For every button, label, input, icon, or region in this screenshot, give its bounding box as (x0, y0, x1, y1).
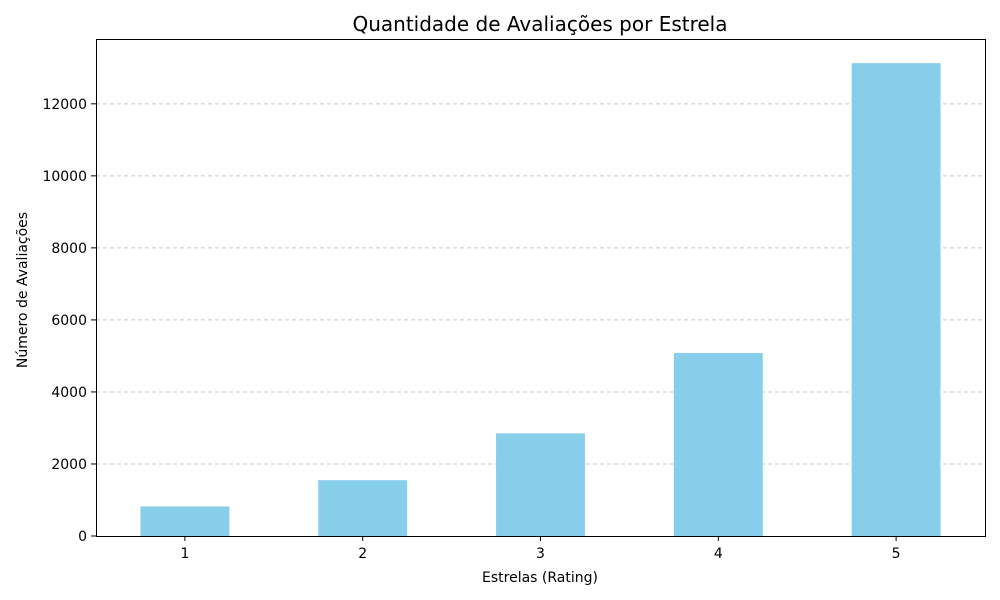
y-axis-ticks: 0 2000 4000 6000 8000 10000 12000 (42, 97, 96, 545)
y-tick-label: 4000 (51, 385, 87, 401)
bar-4 (673, 353, 763, 536)
x-axis-label: Estrelas (Rating) (482, 570, 598, 586)
x-tick-label: 4 (714, 546, 723, 562)
y-tick-label: 12000 (42, 97, 87, 113)
x-axis-ticks: 1 2 3 4 5 (180, 536, 901, 562)
y-axis-label: Número de Avaliações (15, 212, 31, 368)
bar-5 (851, 63, 941, 537)
x-tick-label: 2 (358, 546, 367, 562)
y-tick-label: 0 (78, 529, 87, 545)
bar-3 (496, 433, 585, 536)
bars (140, 63, 941, 537)
x-tick-label: 1 (180, 546, 189, 562)
y-tick-label: 2000 (51, 457, 87, 473)
y-tick-label: 8000 (51, 241, 87, 257)
y-tick-label: 6000 (51, 313, 87, 329)
x-tick-label: 3 (536, 546, 545, 562)
y-tick-label: 10000 (42, 169, 87, 185)
x-tick-label: 5 (892, 546, 901, 562)
bar-2 (318, 480, 408, 536)
bar-1 (140, 506, 230, 536)
chart-title: Quantidade de Avaliações por Estrela (352, 12, 727, 36)
